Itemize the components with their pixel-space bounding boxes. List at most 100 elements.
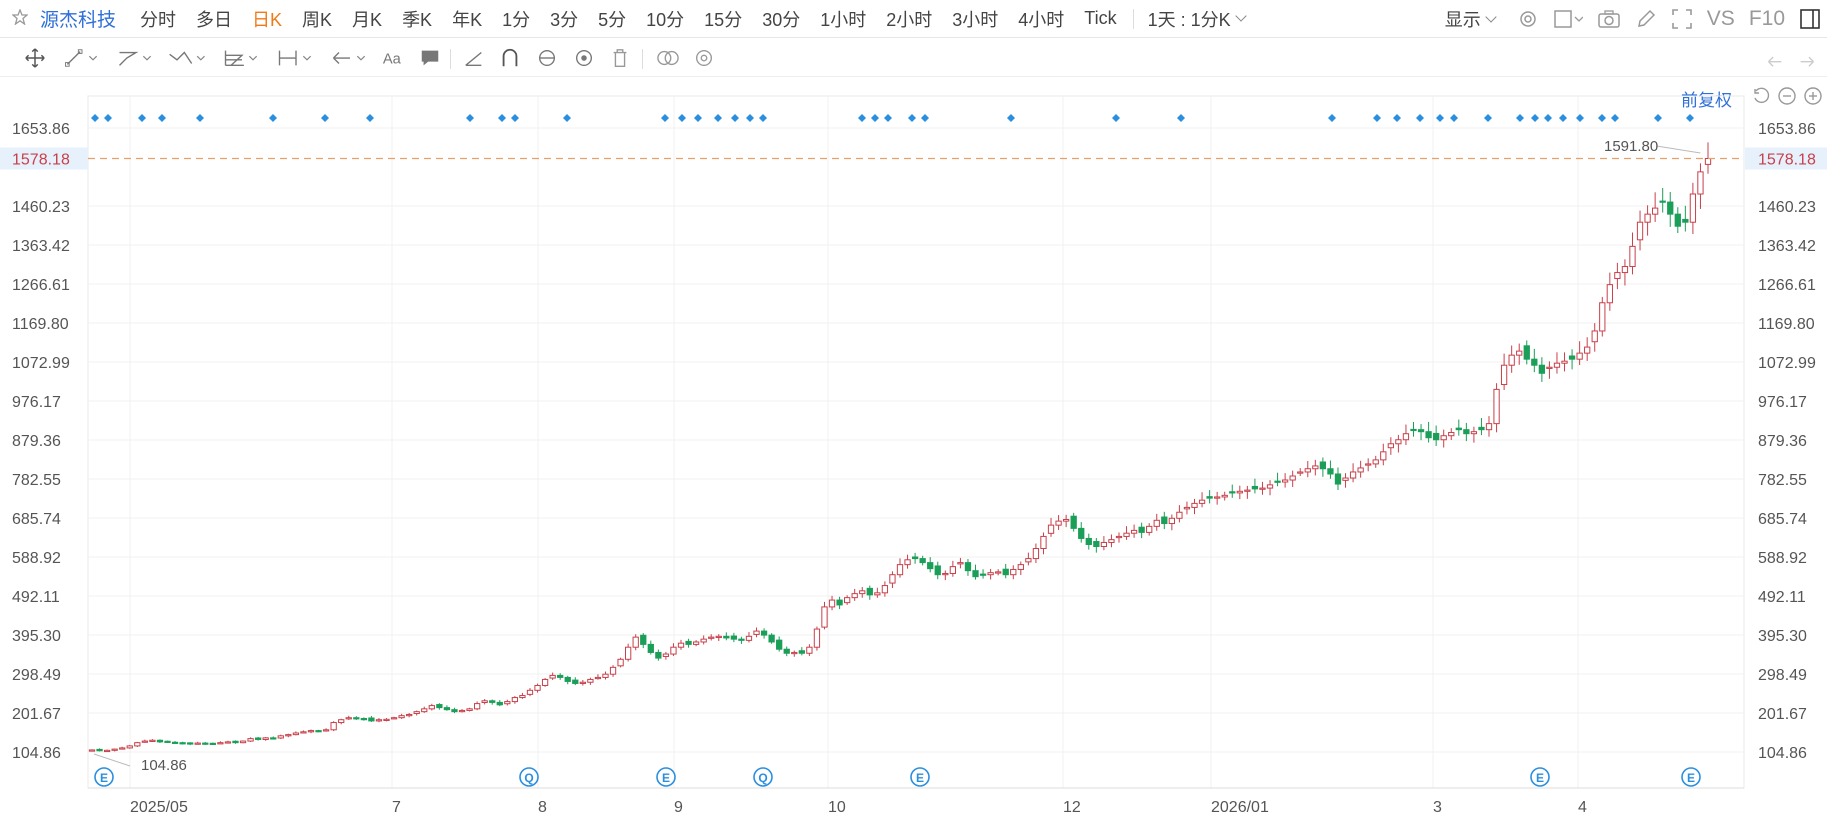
tab-period-3[interactable]: 周K (302, 9, 333, 30)
reset-icon[interactable] (1751, 86, 1771, 106)
candle-body (1146, 525, 1153, 533)
candle-body (1251, 485, 1259, 490)
candle-body (851, 593, 858, 599)
candle-body (859, 590, 866, 595)
candle-body (1485, 423, 1493, 431)
x-tick-label: 2025/05 (130, 799, 188, 816)
event-marker-diamond (1611, 114, 1619, 122)
tab-period-9[interactable]: 5分 (598, 9, 627, 30)
candle-body (1289, 475, 1296, 481)
tab-period-16[interactable]: 4小时 (1018, 9, 1065, 30)
period-tabs: 分时 多日 日K 周K 月K 季K 年K 1分 3分 5分 10分 15分 30分 1小时 2小时 3小时 4小… (130, 6, 1127, 32)
tab-period-4[interactable]: 月K (352, 9, 383, 30)
toolbar-settings-icon[interactable] (692, 47, 716, 69)
event-marker-diamond (1436, 114, 1444, 122)
x-tick-label: 12 (1063, 799, 1081, 816)
stock-name[interactable]: 源杰科技 (40, 10, 117, 31)
lock-drawings-icon[interactable] (534, 47, 560, 69)
merge-period-dropdown[interactable]: 1天 : 1分K (1140, 6, 1253, 32)
fullscreen-icon[interactable] (1671, 8, 1693, 30)
candle-body (911, 556, 919, 560)
event-marker-diamond (1112, 114, 1120, 122)
x-tick-label: 8 (538, 799, 547, 816)
tab-period-5[interactable]: 季K (402, 9, 433, 30)
display-dropdown[interactable]: 显示 (1437, 6, 1503, 32)
settings-gear-icon[interactable] (1517, 8, 1539, 30)
tab-period-8[interactable]: 3分 (550, 9, 579, 30)
y-tick-label-left: 1653.86 (12, 121, 70, 138)
zoom-controls (1751, 86, 1823, 106)
arrow-tool-icon[interactable] (328, 47, 372, 69)
candle-body (277, 735, 284, 739)
candle-body (1183, 506, 1191, 510)
zoom-in-icon[interactable] (1803, 86, 1823, 106)
tab-period-15[interactable]: 3小时 (952, 9, 999, 30)
candle-body (685, 640, 692, 645)
tab-period-13[interactable]: 1小时 (820, 9, 867, 30)
x-tick-label: 9 (674, 799, 683, 816)
star-icon[interactable] (12, 9, 28, 25)
y-tick-label-right: 201.67 (1758, 706, 1807, 723)
line-tool-icon[interactable] (62, 47, 102, 69)
candle-body (1500, 364, 1508, 386)
layout-box-icon[interactable] (1553, 8, 1583, 30)
eye-icon[interactable] (572, 47, 596, 69)
candle-body (1153, 519, 1160, 527)
camera-icon[interactable] (1597, 8, 1621, 30)
tab-period-1[interactable]: 多日 (196, 9, 233, 30)
event-marker-diamond (1416, 114, 1424, 122)
candle-body (262, 737, 269, 740)
tab-period-12[interactable]: 30分 (762, 9, 801, 30)
tab-period-7[interactable]: 1分 (502, 9, 531, 30)
event-marker-diamond (321, 114, 329, 122)
compare-icon[interactable] (654, 47, 682, 69)
tab-period-10[interactable]: 10分 (646, 9, 685, 30)
vs-button[interactable]: VS (1706, 7, 1735, 30)
event-marker-diamond (196, 114, 204, 122)
event-marker-diamond (1559, 114, 1567, 122)
event-marker-diamond (1484, 114, 1492, 122)
candle-body (1448, 431, 1455, 437)
measure-tool-icon[interactable] (274, 47, 318, 69)
wave-tool-icon[interactable] (164, 47, 212, 69)
tab-period-6[interactable]: 年K (452, 9, 483, 30)
undo-icon[interactable] (1762, 47, 1786, 69)
candle-body (836, 599, 843, 606)
text-tool-icon[interactable]: Aa (380, 47, 406, 69)
tab-period-2[interactable]: 日K (252, 9, 283, 30)
candle-body (1704, 157, 1712, 165)
tab-period-0[interactable]: 分时 (140, 9, 177, 30)
last-price-label-right: 1578.18 (1758, 151, 1816, 168)
f10-button[interactable]: F10 (1748, 7, 1785, 30)
event-marker-diamond (158, 114, 166, 122)
candle-body (1002, 568, 1009, 576)
move-cross-icon[interactable] (22, 47, 48, 69)
candle-body (1553, 362, 1561, 368)
event-marker-diamond (104, 114, 112, 122)
candle-body (398, 715, 405, 719)
zoom-out-icon[interactable] (1777, 86, 1797, 106)
candle-body (1229, 491, 1236, 494)
side-panel-icon[interactable] (1799, 8, 1821, 30)
candle-body (1100, 541, 1108, 547)
candle-body (1274, 480, 1281, 483)
candle-body (171, 741, 179, 744)
candle-body (1402, 433, 1410, 441)
trash-icon[interactable] (608, 47, 632, 69)
tab-period-14[interactable]: 2小时 (886, 9, 933, 30)
event-markers (91, 114, 1694, 122)
comment-tool-icon[interactable] (418, 47, 442, 69)
tab-period-11[interactable]: 15分 (704, 9, 743, 30)
magnet-icon[interactable] (498, 47, 522, 69)
pencil-icon[interactable] (1635, 8, 1657, 30)
fib-tool-icon[interactable] (220, 47, 264, 69)
tab-period-17[interactable]: Tick (1084, 8, 1117, 28)
x-tick-label: 4 (1578, 799, 1587, 816)
event-marker-diamond (511, 114, 519, 122)
y-tick-label-left: 1072.99 (12, 355, 70, 372)
redo-icon[interactable] (1796, 47, 1820, 69)
channel-tool-icon[interactable] (114, 47, 158, 69)
ray-tool-icon[interactable] (462, 47, 486, 69)
y-tick-label-left: 492.11 (12, 589, 60, 606)
